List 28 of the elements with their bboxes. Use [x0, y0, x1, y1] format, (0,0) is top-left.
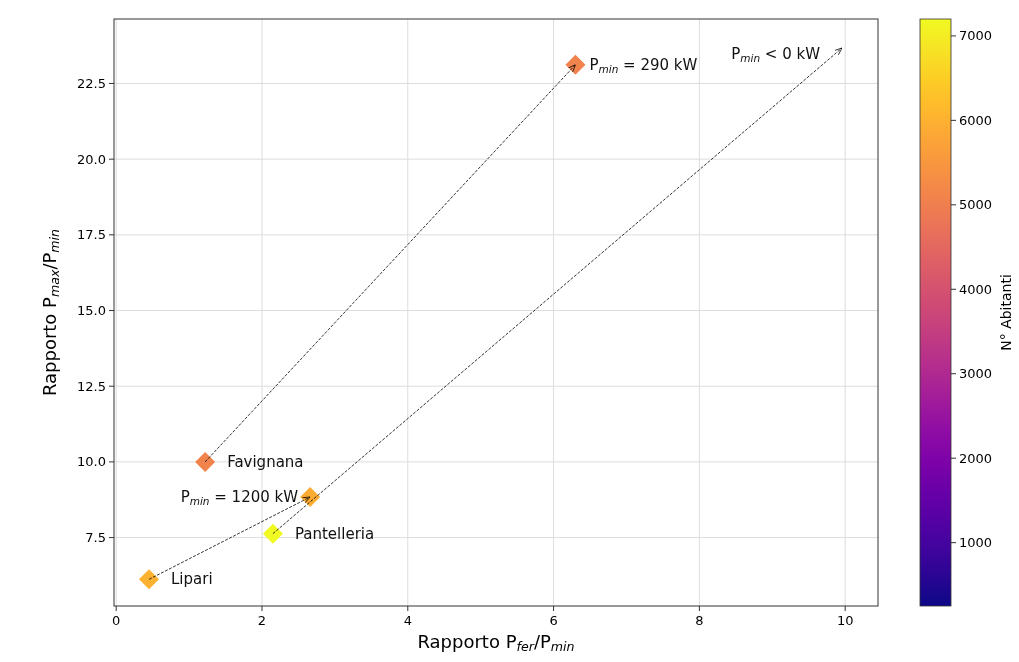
x-tick-label: 8 [695, 613, 704, 628]
annotation: Favignana [227, 452, 304, 471]
annotation: P$_{min}$ = 1200 kW [180, 488, 299, 507]
annotation: P$_{min}$ < 0 kW [731, 45, 821, 64]
annotation: Lipari [170, 570, 213, 589]
x-tick-label: 2 [257, 613, 267, 628]
y-tick-label: 20.0 [77, 151, 106, 167]
annotation: P$_{min}$ = 290 kW [589, 55, 698, 75]
x-tick-label: 6 [549, 613, 558, 628]
color-bar-label: 4000 [959, 281, 993, 297]
color-bar-label: 3000 [959, 366, 993, 382]
y-tick-label: 10.0 [77, 454, 106, 470]
x-tick-label: 10 [836, 613, 854, 628]
color-bar-label: 2000 [959, 450, 993, 466]
y-tick-label: 7.5 [85, 530, 106, 546]
color-bar-label: 7000 [959, 28, 993, 44]
y-tick-label: 12.5 [77, 378, 106, 394]
x-tick-label: 0 [112, 613, 121, 628]
annotation: Pantelleria [294, 524, 375, 543]
y-tick-label: 15.0 [77, 303, 106, 319]
color-bar-label: 5000 [959, 197, 993, 213]
color-bar-label: 6000 [959, 112, 993, 128]
x-tick-label: 4 [403, 613, 412, 628]
y-tick-label: 17.5 [77, 227, 106, 243]
x-axis-title: Rapporto P$_{fer}$/P$_{min}$ [417, 631, 575, 655]
y-tick-label: 22.5 [77, 75, 106, 91]
color-bar-title: N° Abitanti [998, 274, 1014, 351]
color-bar-label: 1000 [959, 535, 993, 551]
